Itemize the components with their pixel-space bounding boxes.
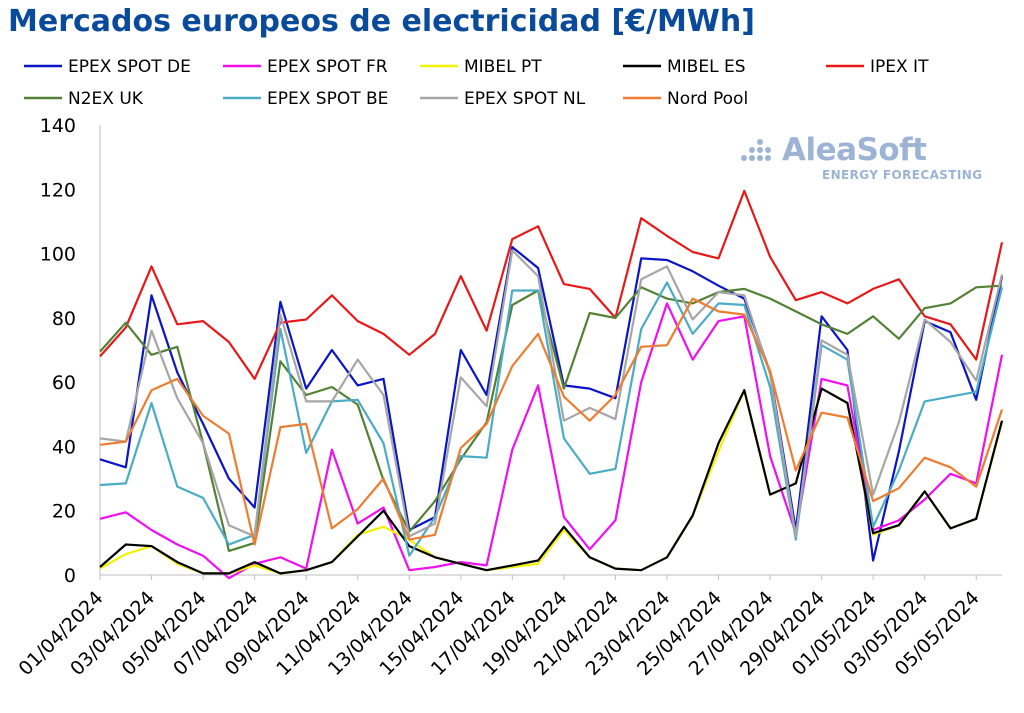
legend-label: EPEX SPOT NL: [464, 89, 586, 109]
legend-item: Nord Pool: [623, 89, 748, 109]
series-line-epex-spot-de: [99, 246, 1004, 562]
aleasoft-logo: AleaSoft ENERGY FORECASTING: [740, 130, 1000, 190]
y-tick-label: 140: [40, 115, 76, 137]
legend-label: EPEX SPOT FR: [267, 57, 388, 77]
legend-item: EPEX SPOT DE: [24, 57, 191, 77]
y-tick-label: 20: [52, 501, 76, 523]
legend-label: MIBEL ES: [667, 57, 746, 77]
y-tick-label: 0: [64, 565, 76, 587]
legend-item: N2EX UK: [24, 89, 144, 109]
y-tick-label: 80: [52, 308, 76, 330]
legend-label: IPEX IT: [870, 57, 929, 77]
series-line-nord-pool: [99, 297, 1004, 546]
chart-series: [99, 189, 1004, 580]
chart-legend: EPEX SPOT DE EPEX SPOT FR MIBEL PT MIBEL ES…: [24, 57, 929, 109]
chart-title: Mercados europeos de electricidad [€/MWh…: [8, 4, 755, 39]
legend-label: EPEX SPOT DE: [68, 57, 191, 77]
y-tick-label: 100: [40, 244, 76, 266]
series-line-ipex-it: [99, 189, 1004, 380]
legend-item: EPEX SPOT FR: [223, 57, 388, 77]
legend-label: N2EX UK: [68, 89, 144, 109]
legend-item: IPEX IT: [826, 57, 929, 77]
logo-subtitle: ENERGY FORECASTING: [822, 168, 983, 182]
legend-item: MIBEL PT: [420, 57, 542, 77]
legend-label: EPEX SPOT BE: [267, 89, 388, 109]
series-line-mibel-es: [99, 387, 1004, 575]
legend-item: EPEX SPOT NL: [420, 89, 586, 109]
logo-name: AleaSoft: [782, 132, 927, 168]
series-line-epex-spot-nl: [99, 249, 1004, 538]
legend-item: MIBEL ES: [623, 57, 746, 77]
series-line-n2ex-uk: [99, 284, 1003, 553]
y-tick-label: 120: [40, 179, 76, 201]
y-tick-label: 60: [52, 372, 76, 394]
legend-label: MIBEL PT: [464, 57, 542, 77]
logo-dots-icon: [741, 139, 771, 161]
y-tick-label: 40: [52, 436, 76, 458]
legend-item: EPEX SPOT BE: [223, 89, 388, 109]
legend-label: Nord Pool: [667, 89, 748, 109]
